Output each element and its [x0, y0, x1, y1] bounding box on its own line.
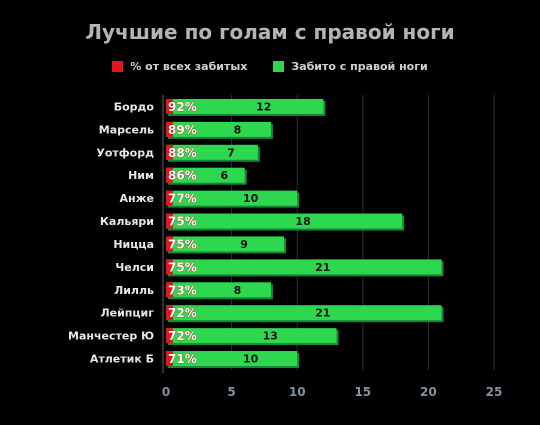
bar-percent	[166, 259, 173, 275]
bar-percent	[166, 351, 173, 367]
value-label: 12	[256, 100, 271, 113]
bar-percent	[166, 98, 173, 114]
percent-label: 75%	[168, 237, 197, 251]
percent-label: 72%	[168, 306, 197, 320]
value-label: 10	[243, 192, 259, 205]
category-label: Марсель	[99, 123, 154, 136]
category-label: Бордо	[114, 100, 155, 113]
x-tick-label: 25	[486, 385, 503, 399]
bar-percent	[166, 282, 173, 298]
value-label: 21	[315, 307, 330, 320]
legend-label-percent: % от всех забитых	[130, 60, 248, 73]
bar-goals	[166, 167, 245, 183]
category-label: Ницца	[113, 238, 154, 251]
bar-percent	[166, 190, 173, 206]
bar-goals	[166, 259, 442, 275]
value-label: 6	[221, 169, 229, 182]
bar-goals	[166, 282, 271, 298]
bar-goals	[166, 190, 298, 206]
percent-label: 75%	[168, 260, 197, 274]
value-label: 8	[234, 123, 242, 136]
category-label: Анже	[119, 192, 154, 205]
bar-goals	[166, 144, 258, 160]
bar-goals	[166, 121, 271, 137]
value-label: 21	[315, 261, 330, 274]
legend-swatch-red	[112, 61, 124, 72]
bar-percent	[166, 167, 173, 183]
bar-percent	[166, 236, 173, 252]
value-label: 13	[263, 330, 278, 343]
value-label: 10	[243, 353, 259, 366]
legend-label-goals: Забито с правой ноги	[291, 60, 428, 73]
percent-label: 72%	[168, 329, 197, 343]
category-label: Манчестер Ю	[68, 330, 154, 343]
percent-label: 75%	[168, 215, 197, 229]
value-label: 8	[234, 284, 242, 297]
category-label: Челси	[115, 261, 154, 274]
value-label: 18	[295, 215, 310, 228]
category-label: Уотфорд	[96, 146, 154, 159]
chart-title: Лучшие по голам с правой ноги	[85, 20, 455, 44]
category-label: Атлетик Б	[90, 353, 154, 366]
bar-percent	[166, 328, 173, 344]
bar-percent	[166, 213, 173, 229]
legend: % от всех забитых Забито с правой ноги	[0, 60, 540, 73]
category-label: Лейпциг	[100, 307, 154, 320]
percent-label: 88%	[168, 146, 197, 160]
bar-percent	[166, 121, 173, 137]
category-label: Ним	[128, 169, 154, 182]
percent-label: 73%	[168, 283, 197, 297]
x-tick-label: 15	[354, 385, 371, 399]
legend-swatch-green	[273, 61, 285, 72]
bar-goals	[166, 98, 324, 114]
percent-label: 77%	[168, 192, 197, 206]
x-tick-label: 10	[289, 385, 306, 399]
category-label: Кальяри	[100, 215, 154, 228]
bar-goals	[166, 328, 337, 344]
legend-item-goals: Забито с правой ноги	[273, 60, 428, 73]
bar-goals	[166, 236, 285, 252]
bar-goals	[166, 351, 298, 367]
percent-label: 92%	[168, 100, 197, 114]
percent-label: 71%	[168, 352, 197, 366]
value-label: 9	[240, 238, 248, 251]
bar-goals	[166, 305, 442, 321]
bar-goals	[166, 213, 403, 229]
bar-percent	[166, 305, 173, 321]
x-tick-label: 20	[420, 385, 437, 399]
percent-label: 86%	[168, 169, 197, 183]
bar-percent	[166, 144, 173, 160]
x-tick-label: 0	[162, 385, 170, 399]
category-label: Лилль	[114, 284, 154, 297]
x-tick-label: 5	[227, 385, 235, 399]
legend-item-percent: % от всех забитых	[112, 60, 247, 73]
value-label: 7	[227, 146, 235, 159]
percent-label: 89%	[168, 123, 197, 137]
